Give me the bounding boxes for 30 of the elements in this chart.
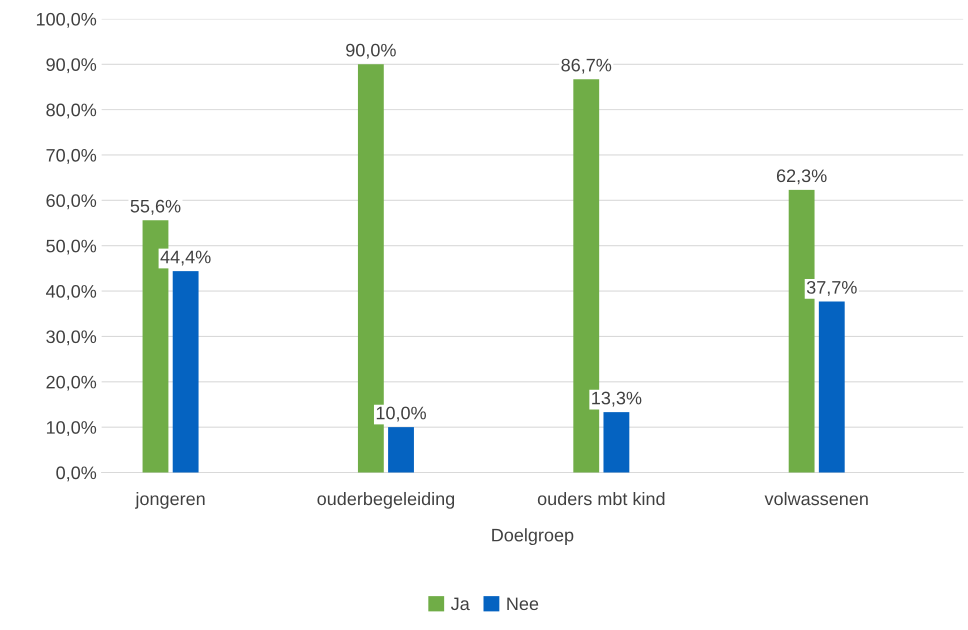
y-tick-label: 10,0% (46, 421, 96, 436)
x-axis-title: Doelgroep (492, 528, 574, 546)
data-label: 10,0% (376, 406, 426, 422)
y-tick-label: 30,0% (46, 330, 96, 346)
y-tick-label: 80,0% (46, 104, 96, 118)
y-tick-label: 0,0% (56, 466, 96, 482)
bar (603, 412, 630, 472)
legend-label: Ja (450, 598, 470, 610)
x-tick-label: jongeren (134, 492, 205, 509)
x-tick-label: ouderbegeleiding (317, 492, 454, 509)
y-tick-label: 60,0% (46, 194, 96, 210)
legend-label: Nee (507, 598, 538, 610)
x-tick-label: volwassenen (764, 492, 868, 506)
y-tick-label: 90,0% (46, 58, 96, 74)
x-tick-label: ouders mbt kind (538, 492, 664, 506)
data-label: 37,7% (806, 280, 857, 296)
data-label: 44,4% (160, 250, 211, 266)
bar (172, 271, 199, 472)
y-tick-label: 50,0% (46, 240, 96, 255)
data-label: 55,6% (130, 200, 180, 215)
data-label: 86,7% (561, 58, 612, 74)
data-label: 90,0% (346, 44, 396, 59)
y-tick-label: 70,0% (46, 148, 96, 164)
y-tick-label: 40,0% (46, 284, 96, 300)
data-label: 62,3% (776, 169, 827, 184)
bar (818, 301, 845, 472)
y-tick-label: 20,0% (46, 376, 96, 391)
bar (388, 427, 414, 472)
data-label: 13,3% (592, 392, 642, 407)
y-tick-label: 100,0% (36, 12, 96, 28)
